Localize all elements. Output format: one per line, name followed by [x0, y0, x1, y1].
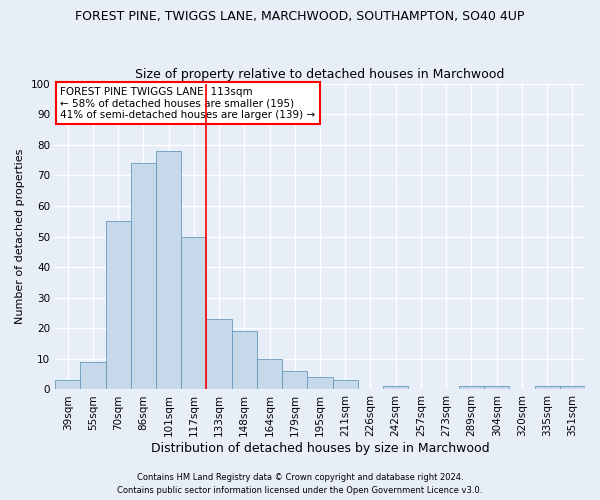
- Bar: [459, 386, 484, 390]
- Bar: [535, 386, 560, 390]
- Y-axis label: Number of detached properties: Number of detached properties: [15, 149, 25, 324]
- Bar: [106, 221, 131, 390]
- Bar: [383, 386, 409, 390]
- Bar: [484, 386, 509, 390]
- Bar: [55, 380, 80, 390]
- Text: FOREST PINE TWIGGS LANE: 113sqm
← 58% of detached houses are smaller (195)
41% o: FOREST PINE TWIGGS LANE: 113sqm ← 58% of…: [61, 86, 316, 120]
- Text: FOREST PINE, TWIGGS LANE, MARCHWOOD, SOUTHAMPTON, SO40 4UP: FOREST PINE, TWIGGS LANE, MARCHWOOD, SOU…: [76, 10, 524, 23]
- Bar: [156, 151, 181, 390]
- Bar: [206, 319, 232, 390]
- Text: Contains HM Land Registry data © Crown copyright and database right 2024.
Contai: Contains HM Land Registry data © Crown c…: [118, 474, 482, 495]
- Bar: [560, 386, 585, 390]
- Title: Size of property relative to detached houses in Marchwood: Size of property relative to detached ho…: [136, 68, 505, 81]
- Bar: [80, 362, 106, 390]
- Bar: [181, 236, 206, 390]
- Bar: [131, 163, 156, 390]
- X-axis label: Distribution of detached houses by size in Marchwood: Distribution of detached houses by size …: [151, 442, 490, 455]
- Bar: [232, 332, 257, 390]
- Bar: [282, 371, 307, 390]
- Bar: [257, 359, 282, 390]
- Bar: [307, 377, 332, 390]
- Bar: [332, 380, 358, 390]
